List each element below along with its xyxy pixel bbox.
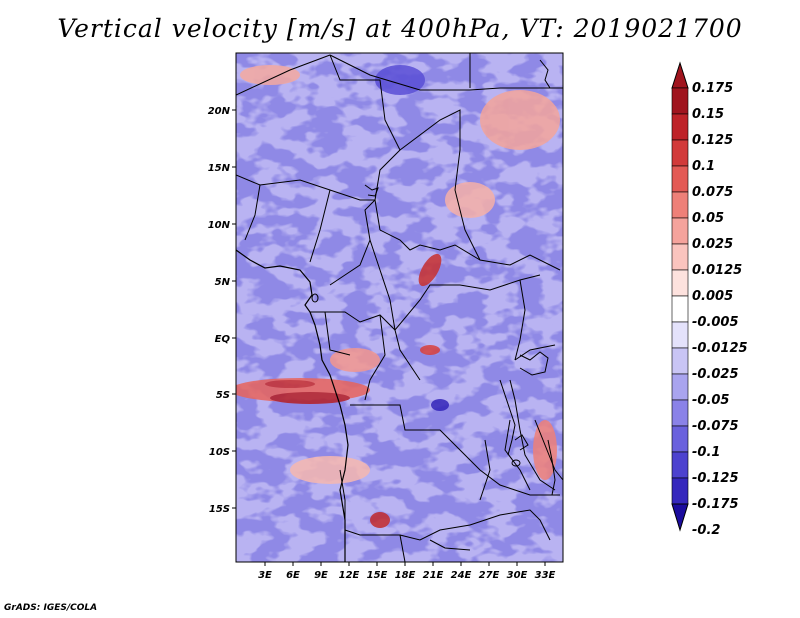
colorbar-segment: [671, 321, 689, 349]
lon-tick-3e: 3E: [258, 562, 272, 581]
colorbar-label: -0.125: [692, 471, 739, 486]
colorbar-label: -0.005: [692, 315, 739, 330]
lat-tick-eq: EQ: [215, 334, 236, 345]
lon-tick-9e: 9E: [314, 562, 328, 581]
colorbar-label: -0.025: [692, 367, 739, 382]
lat-tick-10n: 10N: [208, 220, 236, 231]
lon-tick-24e: 24E: [451, 562, 472, 581]
lat-label-10s: 10S: [209, 447, 230, 458]
colorbar-label: -0.075: [692, 419, 739, 434]
colorbar-segment: [671, 217, 689, 245]
lon-tick-33e: 33E: [535, 562, 556, 581]
lon-label-12e: 12E: [339, 570, 360, 581]
colorbar-segment: [671, 191, 689, 219]
latitude-axis: 20N 15N 10N 5N EQ 5S 10S 15S: [208, 106, 236, 515]
lon-tick-6e: 6E: [286, 562, 300, 581]
lat-label-eq: EQ: [215, 334, 231, 345]
lon-label-33e: 33E: [535, 570, 556, 581]
lon-tick-15e: 15E: [367, 562, 388, 581]
lat-label-20n: 20N: [208, 106, 231, 117]
colorbar-segment: [671, 165, 689, 193]
lon-label-3e: 3E: [258, 570, 272, 581]
colorbar-segment: [671, 425, 689, 453]
colorbar-segment: [671, 139, 689, 167]
colorbar-segment: [671, 87, 689, 115]
lon-label-6e: 6E: [286, 570, 300, 581]
footer-credit: GrADS: IGES/COLA: [4, 603, 98, 613]
lon-label-18e: 18E: [395, 570, 416, 581]
colorbar-label: 0.125: [692, 133, 733, 148]
country-borders: [236, 53, 563, 562]
colorbar-segment: [671, 269, 689, 297]
longitude-axis: 3E 6E 9E 12E 15E 18E 21E 24E 27E 30E 33E: [258, 562, 556, 581]
colorbar-label: -0.2: [692, 523, 720, 538]
colorbar-top-arrow: [671, 61, 689, 89]
lat-label-5s: 5S: [216, 390, 230, 401]
colorbar-bottom-arrow: [671, 503, 689, 532]
lon-tick-30e: 30E: [507, 562, 528, 581]
colorbar-label: 0.075: [692, 185, 733, 200]
lon-tick-12e: 12E: [339, 562, 360, 581]
colorbar-label: -0.0125: [692, 341, 748, 356]
map-frame: [235, 52, 564, 563]
lon-label-24e: 24E: [451, 570, 472, 581]
lat-tick-15n: 15N: [208, 163, 236, 174]
lon-tick-27e: 27E: [479, 562, 500, 581]
colorbar: 0.175 0.15 0.125 0.1 0.075 0.05 0.025 0.…: [671, 61, 748, 538]
lakes: [311, 184, 556, 496]
lat-tick-5n: 5N: [215, 277, 236, 288]
colorbar-segment: [671, 477, 689, 505]
positive-velocity-patches: [236, 65, 560, 528]
colorbar-segment: [671, 243, 689, 271]
lon-label-30e: 30E: [507, 570, 528, 581]
lon-label-15e: 15E: [367, 570, 388, 581]
lat-label-5n: 5N: [215, 277, 231, 288]
lat-tick-10s: 10S: [209, 447, 236, 458]
colorbar-segment: [671, 451, 689, 479]
colorbar-label: 0.175: [692, 81, 733, 96]
lon-label-21e: 21E: [423, 570, 444, 581]
colorbar-label: 0.005: [692, 289, 733, 304]
colorbar-label: 0.15: [692, 107, 724, 122]
colorbar-segment: [671, 113, 689, 141]
colorbar-label: 0.0125: [692, 263, 742, 278]
coastline: [236, 249, 349, 562]
map-panel: [235, 52, 564, 563]
colorbar-label: -0.1: [692, 445, 720, 460]
lat-label-10n: 10N: [208, 220, 231, 231]
lon-tick-18e: 18E: [395, 562, 416, 581]
colorbar-label: 0.05: [692, 211, 724, 226]
colorbar-segment: [671, 399, 689, 427]
lat-tick-15s: 15S: [209, 504, 236, 515]
colorbar-label: -0.175: [692, 497, 739, 512]
colorbar-segment: [671, 295, 689, 323]
colorbar-segment: [671, 347, 689, 375]
lat-label-15n: 15N: [208, 163, 231, 174]
colorbar-label: 0.025: [692, 237, 733, 252]
lon-tick-21e: 21E: [423, 562, 444, 581]
colorbar-segment: [671, 373, 689, 401]
colorbar-label: -0.05: [692, 393, 729, 408]
lat-label-15s: 15S: [209, 504, 230, 515]
lat-tick-5s: 5S: [216, 390, 236, 401]
lon-label-27e: 27E: [479, 570, 500, 581]
lon-label-9e: 9E: [314, 570, 328, 581]
colorbar-label: 0.1: [692, 159, 715, 174]
chart-title: Vertical velocity [m/s] at 400hPa, VT: 2…: [57, 14, 743, 43]
lat-tick-20n: 20N: [208, 106, 236, 117]
